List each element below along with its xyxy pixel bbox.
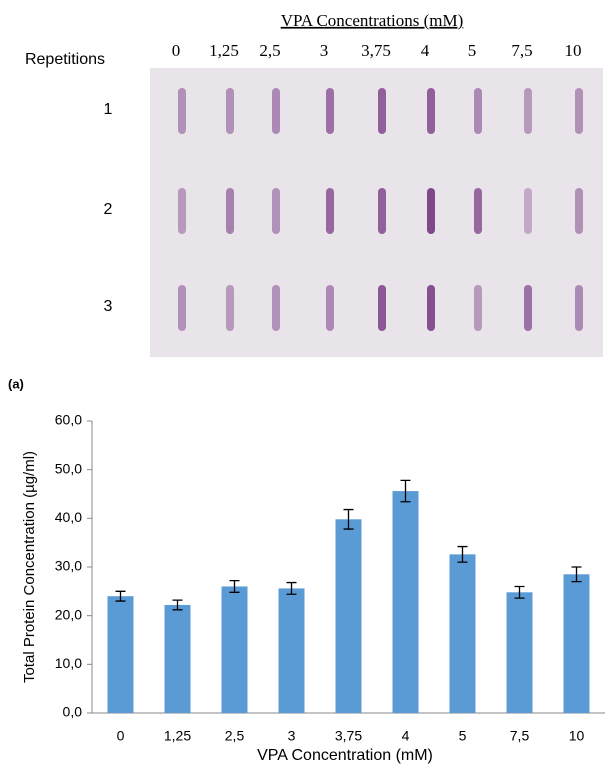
error-bar	[229, 579, 240, 593]
error-bar	[115, 590, 126, 602]
blot-spot	[178, 188, 186, 234]
error-bar	[286, 581, 297, 595]
error-bar	[343, 508, 354, 530]
blot-title: VPA Concentrations (mM)	[281, 11, 464, 30]
x-tick-label: 10	[569, 728, 585, 744]
blot-spot	[524, 88, 532, 134]
error-bar	[400, 479, 411, 503]
bar	[335, 519, 362, 713]
blot-spot	[378, 88, 386, 134]
blot-spot	[326, 88, 334, 134]
blot-spot	[427, 188, 435, 234]
blot-spot	[575, 88, 583, 134]
error-bar	[514, 585, 525, 599]
bar	[278, 588, 305, 713]
column-label: 3,75	[361, 41, 391, 60]
x-tick-label: 2,5	[225, 728, 245, 744]
error-bar	[457, 545, 468, 563]
x-tick-label: 1,25	[164, 728, 191, 744]
x-tick-label: 4	[402, 728, 410, 744]
bar	[392, 491, 419, 713]
bar	[221, 586, 248, 713]
panel-label: (a)	[8, 376, 24, 391]
blot-spot	[575, 285, 583, 331]
blot-spot	[178, 88, 186, 134]
blot-spot	[272, 188, 280, 234]
column-label: 3	[320, 41, 329, 60]
blot-spot	[226, 285, 234, 331]
column-label: 1,25	[209, 41, 239, 60]
y-tick-label: 30,0	[55, 558, 82, 574]
bar	[164, 604, 191, 713]
bar	[449, 554, 476, 713]
blot-spot	[575, 188, 583, 234]
column-label: 7,5	[511, 41, 532, 60]
blot-spot	[427, 285, 435, 331]
column-label: 10	[565, 41, 582, 60]
blot-spot	[474, 285, 482, 331]
y-tick-label: 0,0	[63, 704, 83, 720]
bar	[107, 596, 134, 713]
blot-spot	[272, 88, 280, 134]
blot-spot	[378, 285, 386, 331]
blot-spot	[326, 188, 334, 234]
blot-spot	[272, 285, 280, 331]
row-header: Repetitions	[25, 51, 105, 68]
y-tick-label: 10,0	[55, 655, 82, 671]
row-label: 2	[104, 201, 113, 218]
column-label: 2,5	[259, 41, 280, 60]
y-tick-label: 60,0	[55, 412, 82, 428]
y-axis-label: Total Protein Concentration (µg/ml)	[21, 451, 38, 683]
error-bar	[172, 599, 183, 611]
x-tick-label: 3,75	[335, 728, 362, 744]
x-tick-label: 7,5	[510, 728, 530, 744]
column-label: 4	[421, 41, 430, 60]
blot-spot	[474, 88, 482, 134]
blot-spot	[226, 188, 234, 234]
x-tick-label: 3	[288, 728, 296, 744]
column-label: 0	[172, 41, 181, 60]
blot-membrane	[150, 68, 603, 357]
bar	[563, 574, 590, 713]
y-tick-label: 40,0	[55, 509, 82, 525]
x-axis-label: VPA Concentration (mM)	[257, 747, 433, 764]
error-bar	[571, 566, 582, 583]
bar	[506, 592, 533, 713]
blot-spot	[524, 188, 532, 234]
blot-spot	[427, 88, 435, 134]
x-tick-label: 5	[459, 728, 467, 744]
blot-spot	[378, 188, 386, 234]
blot-spot	[524, 285, 532, 331]
y-tick-label: 50,0	[55, 460, 82, 476]
blot-spot	[226, 88, 234, 134]
y-tick-label: 20,0	[55, 606, 82, 622]
blot-spot	[326, 285, 334, 331]
row-label: 1	[104, 101, 113, 118]
x-tick-label: 0	[117, 728, 125, 744]
column-label: 5	[468, 41, 477, 60]
row-label: 3	[104, 298, 113, 315]
blot-spot	[474, 188, 482, 234]
blot-spot	[178, 285, 186, 331]
